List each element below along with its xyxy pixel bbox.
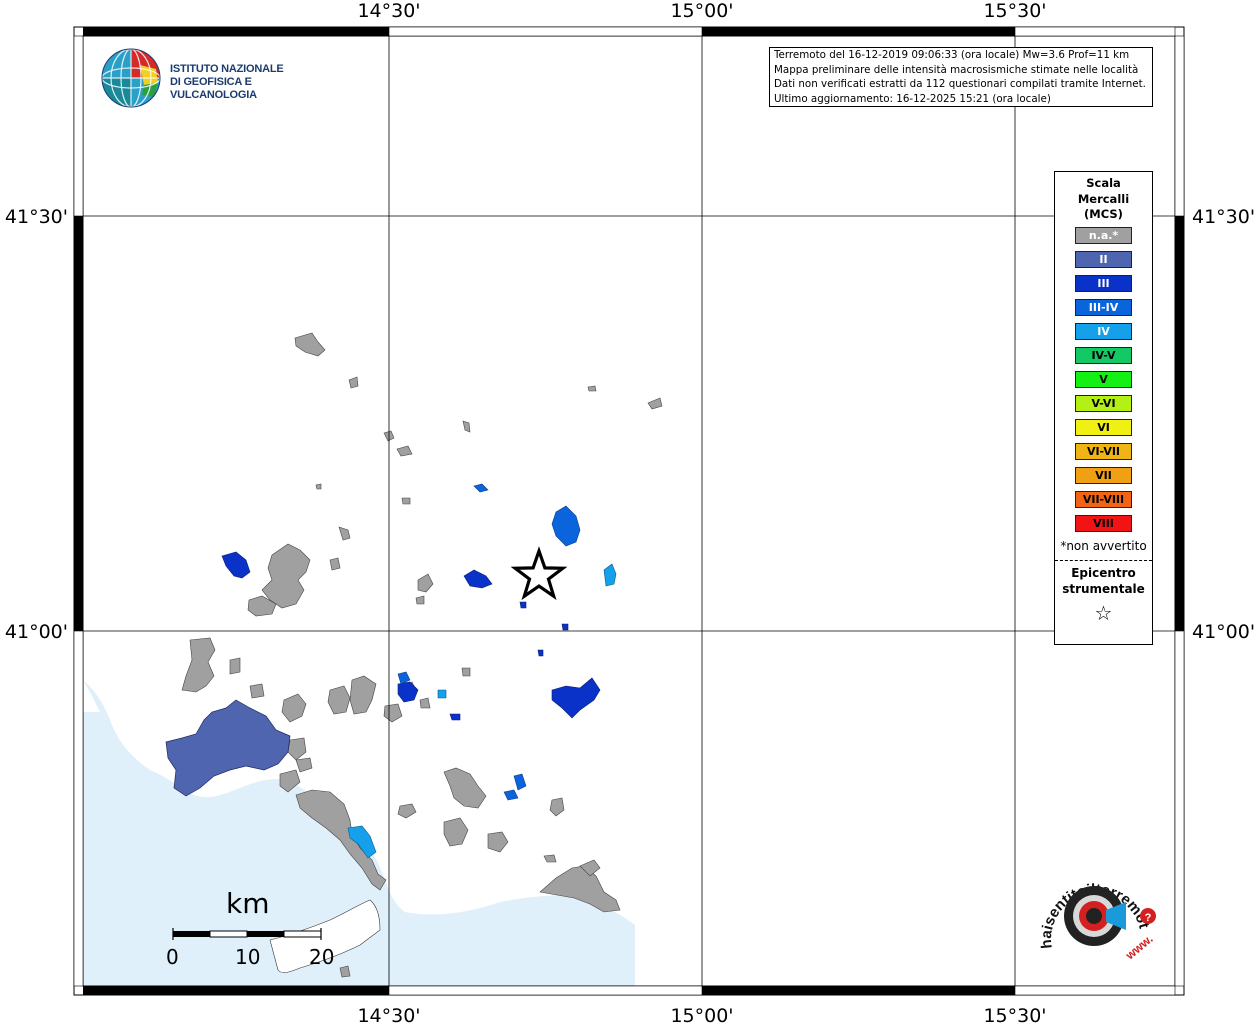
legend-item-vii-viii: VII-VIII — [1075, 490, 1132, 508]
left-latitude-label: 41°30' — [5, 206, 68, 228]
legend-title-line: Scala — [1086, 176, 1121, 190]
haisentito-logo: haisentitoilterremoto.it ? www. — [1030, 870, 1156, 963]
legend-items: n.a.* II III III-IV IV IV-V V V-VI VI VI-VII VII VI… — [1055, 226, 1152, 532]
municipalities-intensity-III-IV — [397, 483, 581, 801]
haisentito-prefix: www. — [1122, 932, 1155, 963]
municipalities-not-felt — [181, 332, 663, 978]
sea — [83, 680, 635, 986]
bottom-longitude-label: 15°00' — [670, 1005, 733, 1024]
legend-item-vi-vii: VI-VII — [1075, 442, 1132, 460]
legend-divider — [1055, 559, 1152, 561]
right-latitude-label: 41°30' — [1192, 206, 1255, 228]
scale-bar — [172, 928, 322, 940]
legend-item-ii: II — [1075, 250, 1132, 268]
info-line: Dati non verificati estratti da 112 ques… — [774, 78, 1146, 90]
logo-line1: ISTITUTO NAZIONALE — [170, 63, 284, 75]
legend-title-line: Mercalli — [1077, 191, 1130, 206]
earthquake-info-box: Terremoto del 16-12-2019 09:06:33 (ora l… — [769, 47, 1153, 107]
info-line: Ultimo aggiornamento: 16-12-2025 15:21 (… — [774, 92, 1051, 105]
legend-item-iv-v: IV-V — [1075, 346, 1132, 364]
scale-label: 20 — [309, 945, 335, 969]
municipalities-intensity-IV — [347, 563, 617, 859]
top-longitude-label: 15°30' — [983, 0, 1046, 22]
globe-icon — [101, 48, 161, 108]
legend-item-v: V — [1075, 370, 1132, 388]
bottom-longitude-label: 15°30' — [983, 1005, 1046, 1024]
legend-epicenter-line: strumentale — [1062, 581, 1145, 596]
epicenter-star-icon — [510, 546, 568, 601]
bottom-longitude-label: 14°30' — [357, 1005, 420, 1024]
map-frame — [73, 26, 1185, 996]
legend-item-na: n.a.* — [1075, 226, 1132, 244]
legend-item-vi: VI — [1075, 418, 1132, 436]
legend-item-iii: III — [1075, 274, 1132, 292]
legend-item-v-vi: V-VI — [1075, 394, 1132, 412]
legend-epicenter-label: Epicentro strumentale — [1055, 565, 1152, 597]
legend-epicenter-line: Epicentro — [1071, 565, 1136, 580]
epicenter-star-icon: ☆ — [1094, 600, 1113, 625]
left-latitude-label: 41°00' — [5, 621, 68, 643]
scale-label: 10 — [235, 945, 261, 969]
legend-note: *non avvertito — [1060, 538, 1147, 553]
legend-item-iii-iv: III-IV — [1075, 298, 1132, 316]
municipality-intensity-II — [165, 699, 291, 797]
info-line: Mappa preliminare delle intensità macros… — [774, 63, 1139, 76]
svg-text:?: ? — [1145, 912, 1152, 924]
top-longitude-label: 14°30' — [357, 0, 420, 22]
ingv-logo: ISTITUTO NAZIONALE DI GEOFISICA E VULCAN… — [100, 47, 340, 111]
legend-title: Scala Mercalli (MCS) — [1055, 176, 1152, 223]
info-line: Terremoto del 16-12-2019 09:06:33 (ora l… — [774, 49, 1130, 61]
logo-line2: DI GEOFISICA E VULCANOLOGIA — [170, 76, 257, 101]
legend-item-vii: VII — [1075, 466, 1132, 484]
top-longitude-label: 15°00' — [670, 0, 733, 22]
scale-unit: km — [226, 887, 270, 920]
scale-label: 0 — [166, 945, 179, 969]
legend-item-iv: IV — [1075, 322, 1132, 340]
legend-item-viii: VIII — [1075, 514, 1132, 532]
municipalities-intensity-III — [221, 551, 601, 721]
legend-title-line: (MCS) — [1084, 207, 1123, 221]
intensity-legend: Scala Mercalli (MCS) n.a.* II III III-IV IV I… — [1054, 171, 1153, 645]
right-latitude-label: 41°00' — [1192, 621, 1255, 643]
